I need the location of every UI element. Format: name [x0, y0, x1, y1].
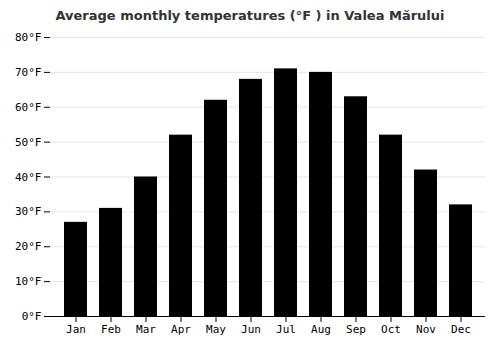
svg-text:Apr: Apr [171, 323, 191, 336]
svg-text:50°F: 50°F [15, 136, 42, 149]
svg-text:40°F: 40°F [15, 171, 42, 184]
svg-text:80°F: 80°F [15, 31, 42, 44]
svg-text:0°F: 0°F [22, 310, 42, 323]
svg-text:Nov: Nov [416, 323, 436, 336]
svg-text:May: May [206, 323, 226, 336]
svg-text:20°F: 20°F [15, 240, 42, 253]
svg-text:70°F: 70°F [15, 66, 42, 79]
svg-text:Jan: Jan [66, 323, 86, 336]
svg-text:Mar: Mar [136, 323, 156, 336]
svg-text:Aug: Aug [311, 323, 331, 336]
svg-text:Dec: Dec [451, 323, 471, 336]
svg-text:Jun: Jun [241, 323, 261, 336]
svg-text:10°F: 10°F [15, 275, 42, 288]
svg-text:60°F: 60°F [15, 101, 42, 114]
svg-text:Sep: Sep [346, 323, 366, 336]
svg-text:Jul: Jul [276, 323, 296, 336]
svg-text:30°F: 30°F [15, 205, 42, 218]
svg-text:Feb: Feb [101, 323, 121, 336]
html-text:Average monthly temperatures (: Average monthly temperatures (°F ) in Va… [55, 8, 445, 23]
svg-text:Oct: Oct [381, 323, 401, 336]
